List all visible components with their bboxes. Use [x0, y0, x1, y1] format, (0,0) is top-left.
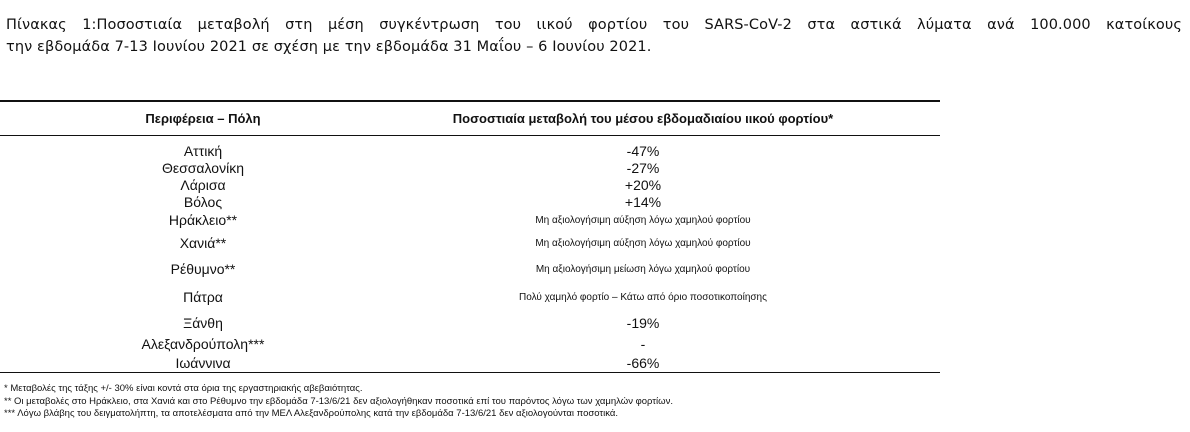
cell-change: Μη αξιολογήσιμη αύξηση λόγω χαμηλού φορτ… [535, 214, 751, 226]
cell-region: Πάτρα [183, 289, 223, 305]
table-row: Ρέθυμνο** Μη αξιολογήσιμη μείωση λόγω χα… [0, 256, 940, 282]
cell-region: Λάρισα [180, 176, 226, 193]
table-row: Αλεξανδρούπολη*** - [0, 334, 940, 353]
cell-change: +20% [624, 176, 662, 193]
footnotes: * Μεταβολές της τάξης +/- 30% είναι κοντ… [4, 383, 673, 421]
cell-change: Μη αξιολογήσιμη μείωση λόγω χαμηλού φορτ… [535, 263, 751, 275]
table-row: Λάρισα +20% [0, 176, 940, 193]
cell-change: Μη αξιολογήσιμη αύξηση λόγω χαμηλού φορτ… [535, 237, 751, 249]
cell-region: Ιωάννινα [175, 354, 231, 371]
caption-line-1: Πίνακας 1:Ποσοστιαία μεταβολή στη μέση σ… [6, 17, 1182, 33]
table-header: Περιφέρεια – Πόλη Ποσοστιαία μεταβολή το… [0, 100, 940, 136]
cell-region: Θεσσαλονίκη [162, 159, 244, 176]
header-region: Περιφέρεια – Πόλη [145, 111, 261, 126]
data-table: Περιφέρεια – Πόλη Ποσοστιαία μεταβολή το… [0, 100, 940, 373]
header-change: Ποσοστιαία μεταβολή του μέσου εβδομαδιαί… [452, 111, 834, 126]
table-row: Ιωάννινα -66% [0, 353, 940, 372]
cell-region: Ηράκλειο** [168, 212, 238, 228]
cell-change: -19% [626, 315, 660, 331]
cell-region: Ρέθυμνο** [170, 261, 236, 277]
cell-change: -66% [626, 354, 660, 371]
table-row: Θεσσαλονίκη -27% [0, 159, 940, 176]
cell-region: Ξάνθη [183, 315, 223, 331]
cell-change: - [640, 335, 646, 352]
table-body: Αττική -47% Θεσσαλονίκη -27% Λάρισα +20%… [0, 136, 940, 373]
cell-change: -27% [626, 159, 660, 176]
cell-change: Πολύ χαμηλό φορτίο – Κάτω από όριο ποσοτ… [519, 291, 767, 303]
table-row: Αττική -47% [0, 142, 940, 159]
footnote: * Μεταβολές της τάξης +/- 30% είναι κοντ… [4, 383, 363, 394]
cell-change: +14% [624, 193, 662, 210]
table-row: Ξάνθη -19% [0, 312, 940, 334]
cell-region: Χανιά** [179, 235, 227, 251]
table-row: Χανιά** Μη αξιολογήσιμη αύξηση λόγω χαμη… [0, 230, 940, 256]
cell-change: -47% [626, 142, 660, 159]
table-caption: Πίνακας 1:Ποσοστιαία μεταβολή στη μέση σ… [6, 14, 1182, 58]
cell-region: Αττική [183, 142, 223, 159]
table-row: Ηράκλειο** Μη αξιολογήσιμη αύξηση λόγω χ… [0, 210, 940, 230]
footnote: *** Λόγω βλάβης του δειγματολήπτη, τα απ… [4, 408, 619, 419]
cell-region: Βόλος [183, 193, 223, 210]
table-row: Βόλος +14% [0, 193, 940, 210]
table-row: Πάτρα Πολύ χαμηλό φορτίο – Κάτω από όριο… [0, 282, 940, 312]
footnote: ** Οι μεταβολές στο Ηράκλειο, στα Χανιά … [4, 395, 673, 407]
cell-region: Αλεξανδρούπολη*** [141, 335, 265, 352]
caption-line-2: την εβδομάδα 7-13 Ιουνίου 2021 σε σχέση … [6, 39, 652, 55]
